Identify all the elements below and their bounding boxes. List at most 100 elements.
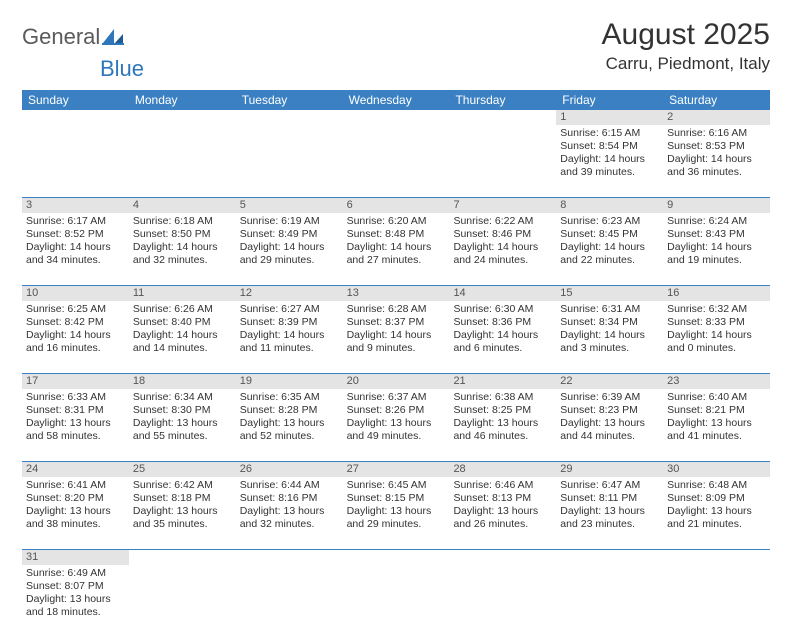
sunset-text: Sunset: 8:40 PM (133, 316, 232, 329)
day-cell: Sunrise: 6:17 AMSunset: 8:52 PMDaylight:… (22, 213, 129, 285)
sunrise-text: Sunrise: 6:47 AM (560, 479, 659, 492)
daylight-text: and 49 minutes. (347, 430, 446, 443)
sunrise-text: Sunrise: 6:39 AM (560, 391, 659, 404)
daylight-text: and 0 minutes. (667, 342, 766, 355)
daylight-text: and 41 minutes. (667, 430, 766, 443)
day-number (449, 550, 556, 565)
day-number: 18 (129, 374, 236, 389)
day-number: 17 (22, 374, 129, 389)
day-number: 21 (449, 374, 556, 389)
daylight-text: and 39 minutes. (560, 166, 659, 179)
daylight-text: and 21 minutes. (667, 518, 766, 531)
day-cell: Sunrise: 6:23 AMSunset: 8:45 PMDaylight:… (556, 213, 663, 285)
sunrise-text: Sunrise: 6:17 AM (26, 215, 125, 228)
daylight-text: and 58 minutes. (26, 430, 125, 443)
day-number (236, 110, 343, 125)
weeks-container: 12 Sunrise: 6:15 AMSunset: 8:54 PMDayligh… (22, 110, 770, 637)
daylight-text: Daylight: 13 hours (560, 417, 659, 430)
daylight-text: and 35 minutes. (133, 518, 232, 531)
day-number (343, 110, 450, 125)
daylight-text: Daylight: 14 hours (133, 241, 232, 254)
sunrise-text: Sunrise: 6:19 AM (240, 215, 339, 228)
week-row: Sunrise: 6:49 AMSunset: 8:07 PMDaylight:… (22, 565, 770, 637)
sunset-text: Sunset: 8:46 PM (453, 228, 552, 241)
day-cell: Sunrise: 6:31 AMSunset: 8:34 PMDaylight:… (556, 301, 663, 373)
day-number: 13 (343, 286, 450, 301)
sunrise-text: Sunrise: 6:28 AM (347, 303, 446, 316)
day-cell: Sunrise: 6:39 AMSunset: 8:23 PMDaylight:… (556, 389, 663, 461)
day-number: 4 (129, 198, 236, 213)
daylight-text: Daylight: 13 hours (347, 505, 446, 518)
daylight-text: and 14 minutes. (133, 342, 232, 355)
weekday-header: Sunday (22, 90, 129, 110)
weekday-header: Saturday (663, 90, 770, 110)
daylight-text: Daylight: 13 hours (560, 505, 659, 518)
daylight-text: and 55 minutes. (133, 430, 232, 443)
daylight-text: Daylight: 14 hours (26, 329, 125, 342)
day-cell: Sunrise: 6:45 AMSunset: 8:15 PMDaylight:… (343, 477, 450, 549)
daylight-text: Daylight: 13 hours (26, 417, 125, 430)
day-cell: Sunrise: 6:35 AMSunset: 8:28 PMDaylight:… (236, 389, 343, 461)
day-cell: Sunrise: 6:15 AMSunset: 8:54 PMDaylight:… (556, 125, 663, 197)
daylight-text: Daylight: 13 hours (667, 417, 766, 430)
week-row: Sunrise: 6:25 AMSunset: 8:42 PMDaylight:… (22, 301, 770, 374)
daynum-row: 10111213141516 (22, 286, 770, 301)
day-number: 3 (22, 198, 129, 213)
sunset-text: Sunset: 8:36 PM (453, 316, 552, 329)
daylight-text: and 26 minutes. (453, 518, 552, 531)
day-number: 20 (343, 374, 450, 389)
daylight-text: and 24 minutes. (453, 254, 552, 267)
sunset-text: Sunset: 8:53 PM (667, 140, 766, 153)
daylight-text: and 46 minutes. (453, 430, 552, 443)
daylight-text: Daylight: 14 hours (26, 241, 125, 254)
location: Carru, Piedmont, Italy (602, 54, 770, 74)
week-row: Sunrise: 6:15 AMSunset: 8:54 PMDaylight:… (22, 125, 770, 198)
daylight-text: and 29 minutes. (347, 518, 446, 531)
day-number (663, 550, 770, 565)
day-cell: Sunrise: 6:24 AMSunset: 8:43 PMDaylight:… (663, 213, 770, 285)
sunset-text: Sunset: 8:34 PM (560, 316, 659, 329)
daylight-text: Daylight: 14 hours (133, 329, 232, 342)
day-number: 12 (236, 286, 343, 301)
daylight-text: Daylight: 14 hours (667, 241, 766, 254)
day-cell (129, 125, 236, 197)
sunrise-text: Sunrise: 6:33 AM (26, 391, 125, 404)
daylight-text: and 32 minutes. (240, 518, 339, 531)
day-number: 22 (556, 374, 663, 389)
weekday-header: Friday (556, 90, 663, 110)
sunrise-text: Sunrise: 6:34 AM (133, 391, 232, 404)
daylight-text: and 3 minutes. (560, 342, 659, 355)
day-number: 9 (663, 198, 770, 213)
day-number: 29 (556, 462, 663, 477)
day-number: 28 (449, 462, 556, 477)
day-cell (236, 565, 343, 637)
sunset-text: Sunset: 8:28 PM (240, 404, 339, 417)
daylight-text: Daylight: 13 hours (347, 417, 446, 430)
day-number: 7 (449, 198, 556, 213)
logo-text-blue: Blue (100, 56, 144, 82)
day-cell: Sunrise: 6:49 AMSunset: 8:07 PMDaylight:… (22, 565, 129, 637)
day-cell (449, 565, 556, 637)
daylight-text: and 9 minutes. (347, 342, 446, 355)
sunset-text: Sunset: 8:07 PM (26, 580, 125, 593)
day-number: 27 (343, 462, 450, 477)
day-cell (556, 565, 663, 637)
sunset-text: Sunset: 8:30 PM (133, 404, 232, 417)
day-cell (343, 565, 450, 637)
daynum-row: 3456789 (22, 198, 770, 213)
sunset-text: Sunset: 8:43 PM (667, 228, 766, 241)
daynum-row: 24252627282930 (22, 462, 770, 477)
day-cell: Sunrise: 6:44 AMSunset: 8:16 PMDaylight:… (236, 477, 343, 549)
daylight-text: Daylight: 13 hours (26, 505, 125, 518)
daylight-text: Daylight: 14 hours (453, 329, 552, 342)
weekday-header: Wednesday (343, 90, 450, 110)
daylight-text: and 18 minutes. (26, 606, 125, 619)
daylight-text: and 52 minutes. (240, 430, 339, 443)
daynum-row: 17181920212223 (22, 374, 770, 389)
weekday-header: Tuesday (236, 90, 343, 110)
week-row: Sunrise: 6:17 AMSunset: 8:52 PMDaylight:… (22, 213, 770, 286)
day-cell (449, 125, 556, 197)
day-cell: Sunrise: 6:20 AMSunset: 8:48 PMDaylight:… (343, 213, 450, 285)
month-title: August 2025 (602, 18, 770, 52)
sunset-text: Sunset: 8:45 PM (560, 228, 659, 241)
